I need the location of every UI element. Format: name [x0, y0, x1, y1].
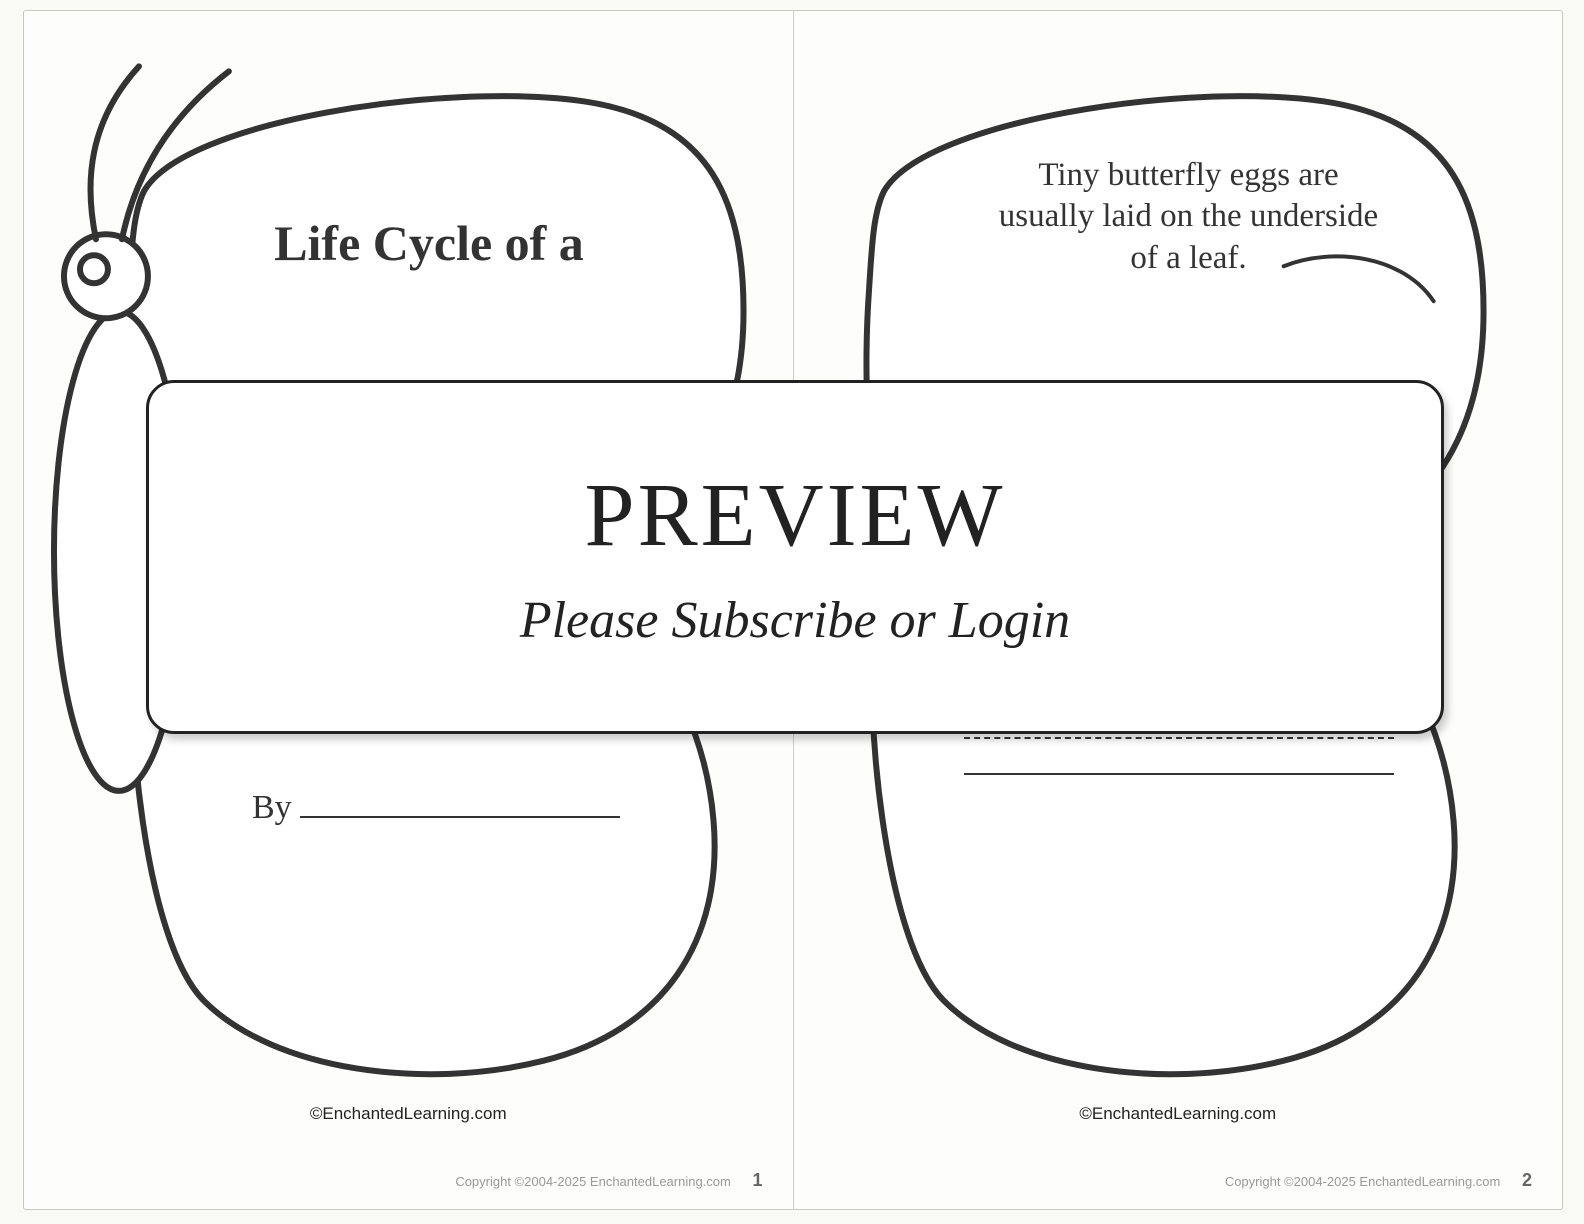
writing-line-dashed — [964, 737, 1394, 773]
author-blank-line — [300, 790, 620, 818]
inner-copyright: ©EnchantedLearning.com — [310, 1104, 507, 1124]
writing-line-solid — [964, 773, 1394, 775]
by-label: By — [252, 789, 292, 827]
page-body-text: Tiny butterfly eggs are usually laid on … — [999, 155, 1379, 279]
author-byline: By — [252, 789, 620, 827]
overlay-title: PREVIEW — [585, 464, 1006, 567]
page-footer: Copyright ©2004-2025 EnchantedLearning.c… — [794, 1170, 1563, 1191]
preview-overlay: PREVIEW Please Subscribe or Login — [146, 380, 1444, 734]
overlay-subtitle: Please Subscribe or Login — [520, 591, 1070, 650]
page-title: Life Cycle of a — [254, 211, 604, 276]
page-number: 1 — [752, 1170, 762, 1190]
page-number: 2 — [1522, 1170, 1532, 1190]
page-footer: Copyright ©2004-2025 EnchantedLearning.c… — [24, 1170, 793, 1191]
footer-copyright: Copyright ©2004-2025 EnchantedLearning.c… — [1225, 1174, 1501, 1189]
footer-copyright: Copyright ©2004-2025 EnchantedLearning.c… — [455, 1174, 731, 1189]
inner-copyright: ©EnchantedLearning.com — [1079, 1104, 1276, 1124]
